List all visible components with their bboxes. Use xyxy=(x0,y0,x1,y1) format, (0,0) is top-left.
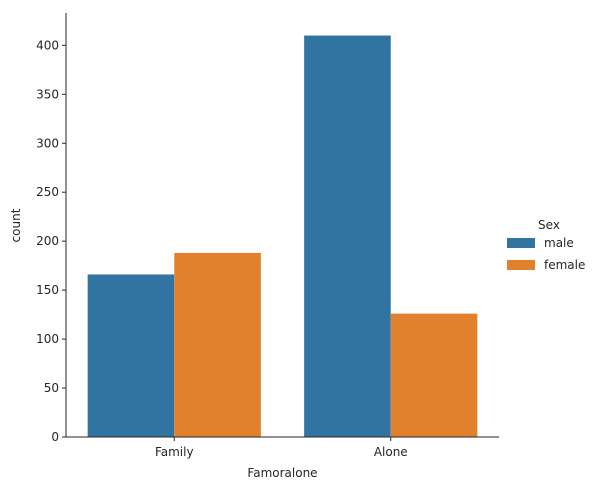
y-tick-label: 250 xyxy=(36,185,59,199)
bar-male-family xyxy=(87,274,175,437)
x-axis-label: Famoralone xyxy=(247,466,317,480)
bar-female-family xyxy=(174,252,261,437)
x-tick-label-family: Family xyxy=(155,445,194,459)
y-axis-label: count xyxy=(9,208,23,242)
y-tick-label: 350 xyxy=(36,87,59,101)
y-tick-label: 100 xyxy=(36,332,59,346)
y-tick-label: 400 xyxy=(36,38,59,52)
legend: Sex male female xyxy=(507,218,585,272)
legend-swatch-female xyxy=(507,260,535,270)
x-axis-ticks: Family Alone xyxy=(155,437,408,459)
bar-male-alone xyxy=(304,35,391,438)
legend-title: Sex xyxy=(538,218,560,232)
y-tick-label: 300 xyxy=(36,136,59,150)
legend-items: male female xyxy=(507,236,585,272)
y-tick-label: 200 xyxy=(36,234,59,248)
legend-swatch-male xyxy=(507,238,535,248)
y-tick-label: 150 xyxy=(36,283,59,297)
bars-group xyxy=(87,35,478,438)
legend-label-male: male xyxy=(544,236,574,250)
y-tick-label: 50 xyxy=(44,381,59,395)
legend-label-female: female xyxy=(544,258,585,272)
x-tick-label-alone: Alone xyxy=(374,445,408,459)
y-axis-ticks: 0 50 100 150 200 250 300 350 400 xyxy=(36,38,66,444)
y-tick-label: 0 xyxy=(51,430,59,444)
bar-female-alone xyxy=(390,313,478,437)
